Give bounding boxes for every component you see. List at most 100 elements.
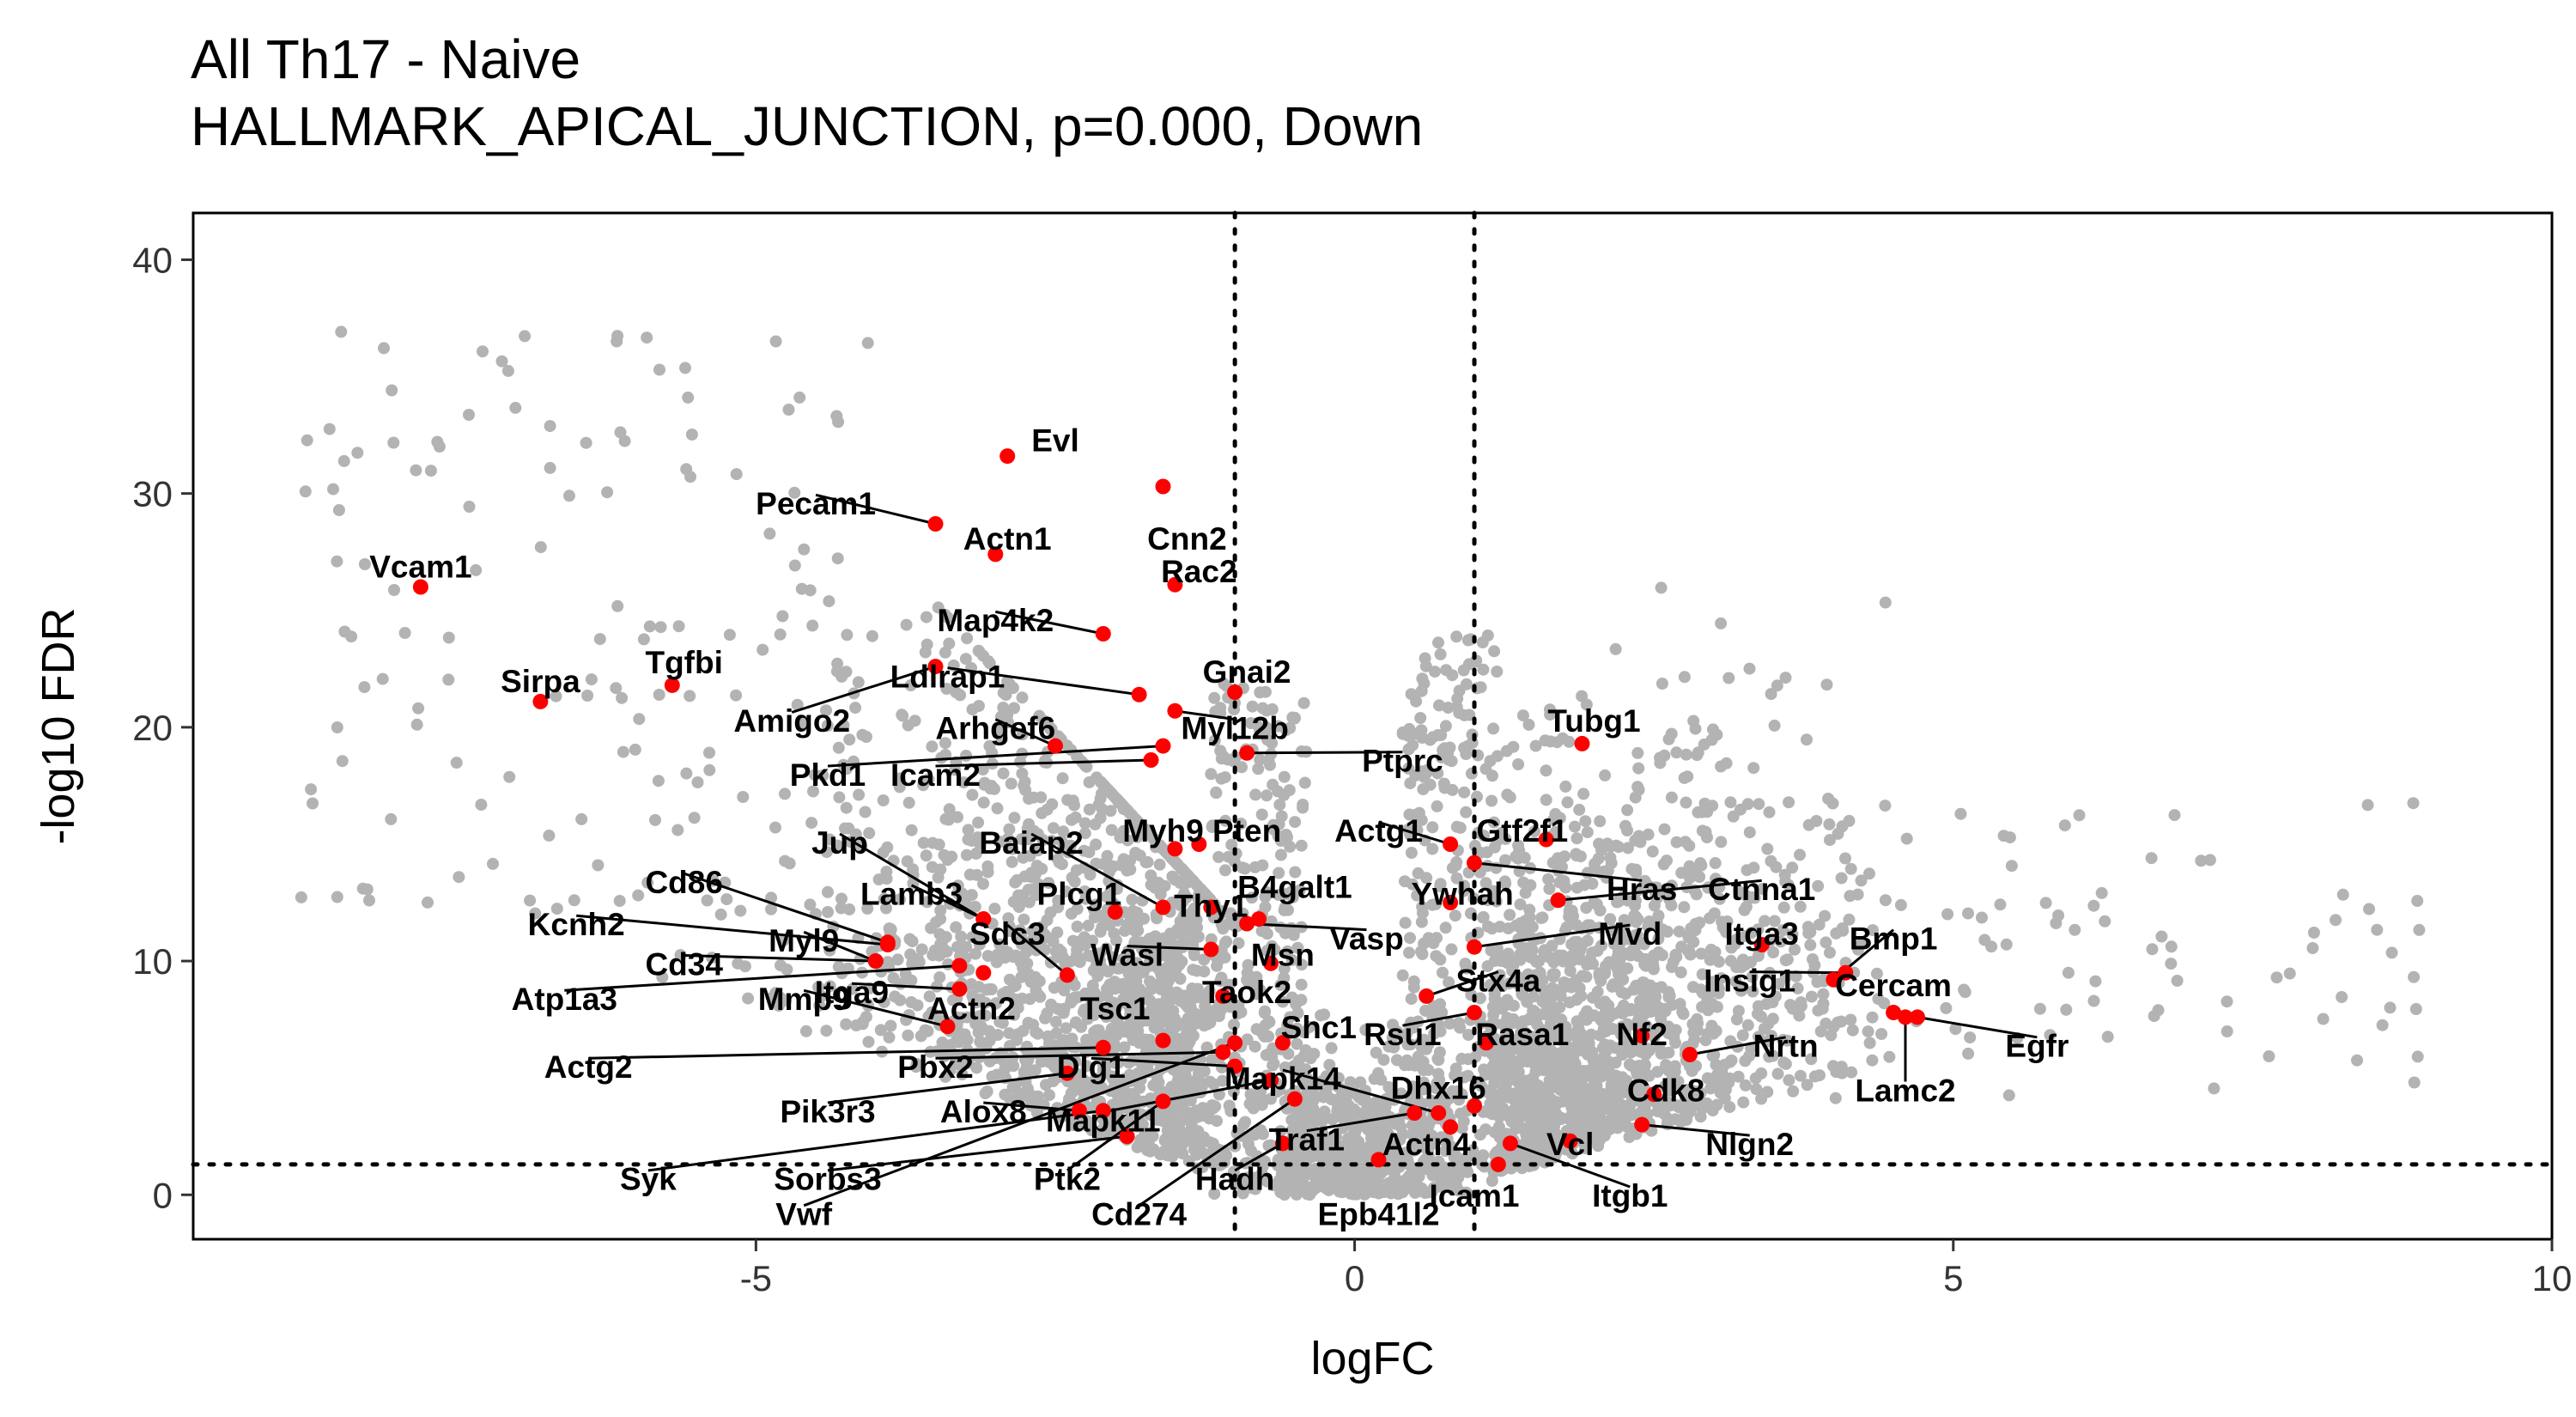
background-point bbox=[1656, 678, 1668, 690]
background-point bbox=[1434, 878, 1447, 891]
background-point bbox=[1430, 897, 1442, 910]
background-point bbox=[1630, 863, 1643, 876]
background-point bbox=[1433, 1073, 1446, 1086]
background-point bbox=[388, 584, 400, 596]
background-point bbox=[1075, 1020, 1088, 1033]
background-point bbox=[1419, 660, 1432, 672]
background-point bbox=[1481, 894, 1494, 907]
background-point bbox=[1474, 681, 1487, 694]
background-point bbox=[1580, 1100, 1593, 1113]
background-point bbox=[1320, 1180, 1332, 1193]
background-point bbox=[1143, 828, 1156, 841]
label-leader-line bbox=[1103, 1079, 1272, 1114]
background-point bbox=[1787, 1085, 1800, 1098]
background-point bbox=[859, 806, 872, 818]
background-point bbox=[1297, 801, 1309, 814]
background-point bbox=[1655, 1013, 1668, 1025]
background-point bbox=[1264, 758, 1276, 771]
background-point bbox=[1315, 1171, 1327, 1183]
background-point bbox=[1599, 995, 1612, 1008]
background-point bbox=[1579, 815, 1592, 828]
highlighted-point bbox=[1167, 702, 1183, 719]
background-point bbox=[337, 454, 350, 467]
background-point bbox=[769, 987, 782, 1000]
background-point bbox=[1766, 1049, 1779, 1062]
background-point bbox=[1011, 873, 1024, 886]
background-point bbox=[611, 330, 624, 343]
background-point bbox=[1035, 791, 1048, 804]
background-point bbox=[2146, 943, 2159, 956]
background-point bbox=[2168, 809, 2181, 822]
background-point bbox=[1218, 951, 1231, 964]
background-point bbox=[1646, 845, 1659, 858]
background-point bbox=[1547, 1112, 1560, 1125]
background-point bbox=[1291, 1037, 1303, 1050]
background-point bbox=[641, 331, 653, 344]
background-point bbox=[1484, 755, 1497, 768]
background-point bbox=[1009, 979, 1022, 992]
background-point bbox=[1439, 720, 1452, 733]
background-point bbox=[891, 953, 904, 966]
background-point bbox=[1089, 818, 1102, 830]
background-point bbox=[1390, 1054, 1403, 1067]
background-point bbox=[1284, 840, 1297, 853]
background-point bbox=[1900, 832, 1913, 845]
background-point bbox=[1002, 912, 1015, 925]
gene-label: Pik3r3 bbox=[780, 1094, 875, 1129]
background-point bbox=[894, 977, 907, 990]
background-point bbox=[1438, 742, 1451, 755]
background-point bbox=[1290, 1189, 1303, 1201]
background-point bbox=[1129, 934, 1142, 947]
gene-label: Mapk11 bbox=[1046, 1104, 1161, 1139]
background-point bbox=[883, 922, 896, 935]
background-point bbox=[1704, 1082, 1717, 1095]
background-point bbox=[503, 770, 516, 783]
background-point bbox=[1174, 972, 1187, 985]
background-point bbox=[1071, 903, 1084, 915]
background-point bbox=[939, 737, 951, 750]
background-point bbox=[1678, 901, 1691, 914]
background-point bbox=[1962, 907, 1974, 920]
background-point bbox=[820, 1025, 833, 1037]
background-point bbox=[1058, 1002, 1071, 1015]
label-leader-line bbox=[1749, 970, 1846, 975]
background-point bbox=[1096, 788, 1108, 800]
background-point bbox=[1256, 859, 1269, 872]
background-point bbox=[1662, 1096, 1674, 1109]
background-point bbox=[1452, 1171, 1465, 1184]
background-point bbox=[813, 999, 826, 1012]
highlighted-point bbox=[1910, 1009, 1925, 1025]
background-point bbox=[1206, 821, 1218, 833]
background-point bbox=[1267, 1179, 1279, 1192]
background-point bbox=[1188, 949, 1200, 962]
background-point bbox=[1715, 617, 1728, 629]
background-point bbox=[1692, 806, 1704, 818]
background-point bbox=[881, 956, 894, 969]
background-point bbox=[1789, 943, 1801, 956]
background-point bbox=[2145, 852, 2158, 865]
background-point bbox=[1015, 970, 1028, 983]
background-point bbox=[1752, 923, 1765, 936]
background-point bbox=[791, 698, 804, 711]
background-point bbox=[1540, 1081, 1553, 1093]
gene-label: Ptprc bbox=[1362, 743, 1443, 778]
background-point bbox=[1768, 915, 1781, 927]
background-point bbox=[1461, 739, 1474, 752]
background-point bbox=[1280, 1169, 1293, 1181]
background-point bbox=[1846, 1024, 1859, 1037]
background-point bbox=[1180, 891, 1193, 903]
background-point bbox=[1794, 900, 1807, 913]
background-point bbox=[1359, 1024, 1372, 1037]
background-point bbox=[1629, 791, 1642, 804]
background-point bbox=[1734, 803, 1747, 816]
gene-label: Cd34 bbox=[645, 946, 723, 982]
background-point bbox=[1623, 1058, 1636, 1071]
background-point bbox=[422, 896, 434, 909]
background-point bbox=[1824, 834, 1836, 847]
background-point bbox=[653, 363, 665, 376]
background-point bbox=[2203, 854, 2216, 867]
background-point bbox=[575, 812, 588, 825]
gene-label: Lamb3 bbox=[860, 877, 963, 912]
background-point bbox=[1282, 1025, 1295, 1037]
background-point bbox=[1592, 1140, 1605, 1152]
